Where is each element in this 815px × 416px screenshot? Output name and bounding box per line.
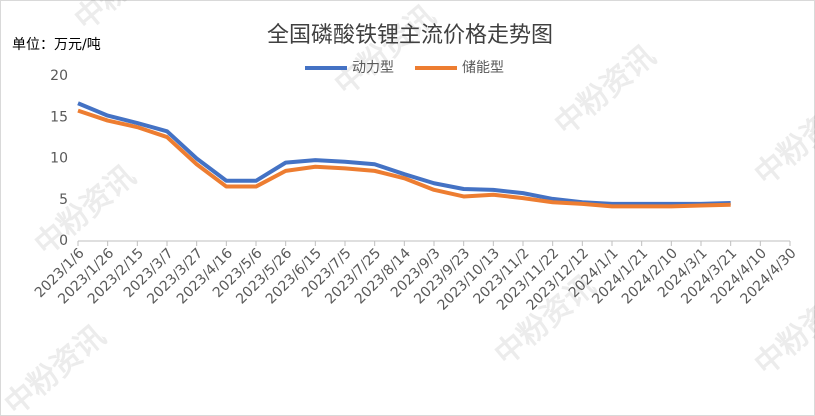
unit-label: 单位：万元/吨 [12, 37, 101, 53]
y-tick-label: 0 [59, 233, 68, 249]
y-tick-label: 20 [50, 68, 68, 84]
legend-label: 动力型 [352, 60, 394, 76]
series-line [77, 101, 731, 206]
series-line [77, 108, 731, 209]
legend-label: 储能型 [462, 60, 504, 76]
y-tick-label: 5 [59, 192, 68, 208]
y-tick-label: 10 [50, 151, 68, 167]
chart-title: 全国磷酸铁锂主流价格走势图 [267, 23, 553, 48]
y-tick-label: 15 [50, 109, 68, 125]
